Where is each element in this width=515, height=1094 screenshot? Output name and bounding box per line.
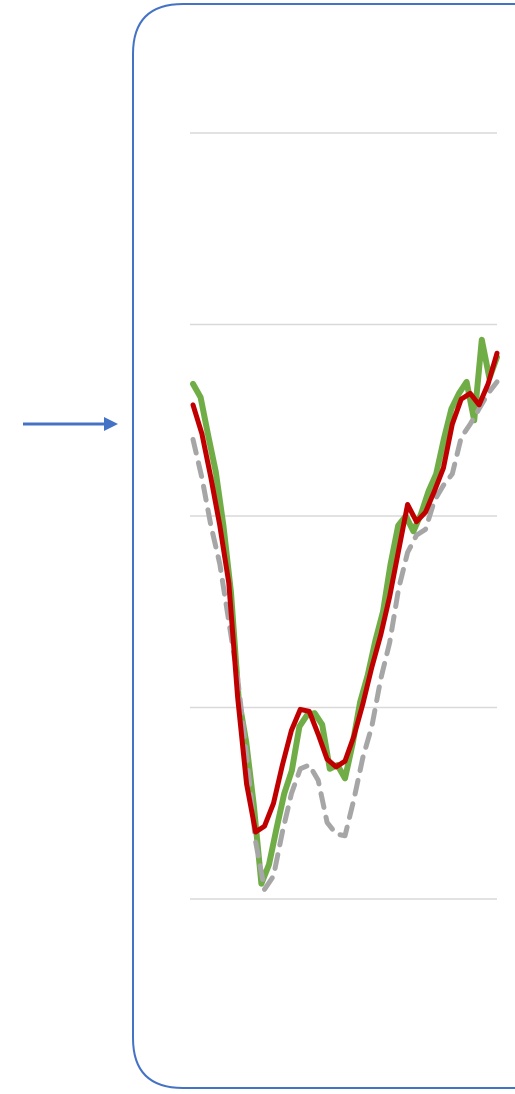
- series-line-3: [190, 350, 500, 835]
- pointer-arrow: [23, 417, 118, 431]
- series-line-2: [190, 379, 500, 892]
- arrow-head: [104, 417, 118, 431]
- callout-frame: [132, 3, 515, 1089]
- series-layer: [190, 336, 500, 892]
- gridlines: [190, 132, 497, 900]
